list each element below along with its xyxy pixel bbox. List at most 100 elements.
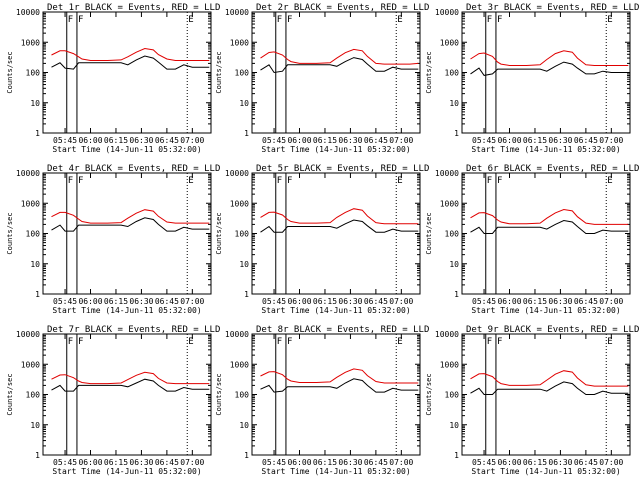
event-marker-label: F [68, 176, 73, 186]
series-line-events [260, 219, 419, 233]
y-axis-label: Counts/sec [215, 51, 223, 93]
x-tick-label: 07:00 [389, 458, 413, 467]
x-tick-label: 05:45 [262, 458, 286, 467]
event-marker-label: F [487, 176, 492, 186]
x-tick-label: 06:45 [364, 458, 388, 467]
event-marker-label: F [287, 176, 292, 186]
x-axis-label: Start Time (14-Jun-11 05:32:00) [471, 306, 620, 315]
y-tick-label: 1 [454, 129, 459, 138]
x-tick-label: 06:45 [574, 297, 598, 306]
panel-title: Det 4r BLACK = Events, RED = LLD [47, 164, 220, 174]
plot-frame [251, 333, 421, 456]
series-line-lld [470, 50, 629, 66]
panel-title: Det 2r BLACK = Events, RED = LLD [256, 3, 429, 13]
event-marker-label: E [188, 337, 193, 347]
event-marker-label: E [397, 337, 402, 347]
event-marker-label: E [607, 337, 612, 347]
x-tick-label: 06:30 [129, 458, 153, 467]
event-marker-label: F [68, 15, 73, 25]
panel-det-5: Det 5r BLACK = Events, RED = LLD 1 10 100 10… [215, 164, 429, 315]
y-tick-label: 100 [445, 230, 460, 239]
y-tick-label: 10 [449, 99, 459, 108]
event-marker-label: F [497, 15, 502, 25]
event-marker-label: F [78, 337, 83, 347]
y-tick-label: 100 [445, 391, 460, 400]
panel-det-1: Det 1r BLACK = Events, RED = LLD 1 10 100 10… [6, 3, 220, 154]
y-tick-label: 1 [35, 129, 40, 138]
event-marker-label: F [277, 337, 282, 347]
series-line-lld [260, 48, 419, 65]
y-axis-label: Counts/sec [215, 212, 223, 254]
x-tick-label: 07:00 [180, 297, 204, 306]
plot-frame [251, 172, 421, 295]
y-axis-label: Counts/sec [6, 212, 14, 254]
panel-det-6: Det 6r BLACK = Events, RED = LLD 1 10 100 10… [425, 164, 639, 315]
x-tick-label: 06:00 [78, 136, 102, 145]
x-axis-label: Start Time (14-Jun-11 05:32:00) [261, 306, 410, 315]
y-tick-label: 1000 [440, 360, 459, 369]
y-tick-label: 1000 [440, 38, 459, 47]
event-marker-label: E [607, 176, 612, 186]
x-tick-label: 06:15 [313, 297, 337, 306]
x-tick-label: 05:45 [262, 297, 286, 306]
y-tick-label: 1 [35, 451, 40, 460]
series-line-events [260, 378, 419, 393]
x-tick-label: 06:30 [338, 297, 362, 306]
x-tick-label: 06:30 [548, 136, 572, 145]
y-tick-label: 10000 [16, 8, 40, 17]
x-axis-label: Start Time (14-Jun-11 05:32:00) [52, 306, 201, 315]
y-tick-label: 100 [235, 391, 250, 400]
y-tick-label: 10 [449, 421, 459, 430]
panel-title: Det 9r BLACK = Events, RED = LLD [466, 325, 639, 335]
y-tick-label: 10 [30, 260, 40, 269]
event-marker-label: F [497, 337, 502, 347]
x-tick-label: 06:00 [78, 458, 102, 467]
x-tick-label: 05:45 [262, 136, 286, 145]
y-tick-label: 10 [30, 99, 40, 108]
x-tick-label: 06:15 [104, 136, 128, 145]
series-line-events [470, 61, 629, 76]
y-tick-label: 10 [239, 99, 249, 108]
y-axis-label: Counts/sec [425, 212, 433, 254]
x-tick-label: 06:45 [155, 458, 179, 467]
x-tick-label: 05:45 [472, 297, 496, 306]
x-tick-label: 06:15 [104, 458, 128, 467]
x-tick-label: 06:45 [364, 136, 388, 145]
x-tick-label: 06:30 [129, 136, 153, 145]
x-tick-label: 06:30 [129, 297, 153, 306]
x-tick-label: 06:00 [287, 136, 311, 145]
y-tick-label: 100 [235, 230, 250, 239]
plot-frame [461, 11, 631, 134]
y-tick-label: 10 [239, 421, 249, 430]
x-tick-label: 06:15 [313, 136, 337, 145]
y-tick-label: 1 [35, 290, 40, 299]
x-tick-label: 07:00 [389, 297, 413, 306]
y-tick-label: 1 [244, 451, 249, 460]
event-marker-label: F [68, 337, 73, 347]
series-line-lld [260, 208, 419, 225]
event-marker-label: F [277, 15, 282, 25]
y-tick-label: 1000 [230, 199, 249, 208]
y-tick-label: 10 [239, 260, 249, 269]
x-axis-label: Start Time (14-Jun-11 05:32:00) [471, 145, 620, 154]
x-tick-label: 06:45 [574, 458, 598, 467]
x-tick-label: 05:45 [53, 136, 77, 145]
x-axis-label: Start Time (14-Jun-11 05:32:00) [52, 145, 201, 154]
x-tick-label: 06:30 [338, 136, 362, 145]
x-tick-label: 07:00 [389, 136, 413, 145]
panel-det-9: Det 9r BLACK = Events, RED = LLD 1 10 100 10… [425, 325, 639, 476]
y-tick-label: 10000 [16, 330, 40, 339]
x-axis-label: Start Time (14-Jun-11 05:32:00) [471, 467, 620, 476]
panel-title: Det 3r BLACK = Events, RED = LLD [466, 3, 639, 13]
x-tick-label: 06:00 [287, 297, 311, 306]
panel-title: Det 5r BLACK = Events, RED = LLD [256, 164, 429, 174]
x-tick-label: 06:00 [497, 297, 521, 306]
x-tick-label: 06:45 [155, 297, 179, 306]
series-line-events [51, 217, 210, 232]
x-tick-label: 07:00 [599, 458, 623, 467]
event-marker-label: E [188, 15, 193, 25]
y-tick-label: 1 [244, 129, 249, 138]
y-tick-label: 100 [235, 69, 250, 78]
series-line-events [470, 219, 629, 234]
